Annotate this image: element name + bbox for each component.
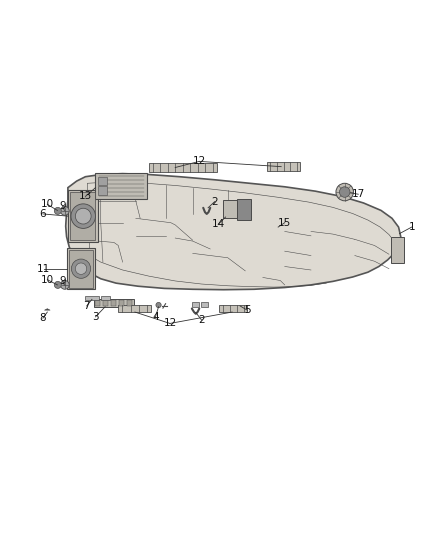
FancyBboxPatch shape	[95, 300, 100, 306]
FancyBboxPatch shape	[70, 192, 95, 240]
Text: 6: 6	[39, 209, 46, 219]
Circle shape	[75, 263, 87, 274]
FancyBboxPatch shape	[68, 190, 98, 243]
Text: 8: 8	[39, 313, 46, 323]
FancyBboxPatch shape	[118, 304, 151, 312]
Text: 9: 9	[59, 201, 66, 211]
Text: 11: 11	[37, 264, 50, 273]
Circle shape	[60, 206, 69, 215]
Circle shape	[71, 204, 95, 229]
FancyBboxPatch shape	[95, 173, 147, 199]
Circle shape	[54, 281, 61, 288]
Text: 12: 12	[163, 318, 177, 328]
Text: 1: 1	[408, 222, 415, 232]
FancyBboxPatch shape	[94, 299, 134, 307]
Circle shape	[339, 187, 350, 197]
FancyBboxPatch shape	[192, 302, 199, 307]
FancyBboxPatch shape	[103, 300, 108, 306]
FancyBboxPatch shape	[223, 200, 237, 219]
FancyBboxPatch shape	[69, 250, 93, 287]
FancyBboxPatch shape	[267, 162, 300, 171]
Text: 4: 4	[152, 312, 159, 322]
FancyBboxPatch shape	[85, 296, 99, 300]
Text: 2: 2	[211, 197, 218, 207]
Circle shape	[336, 183, 353, 201]
Text: 2: 2	[198, 315, 205, 325]
Text: 3: 3	[92, 312, 99, 322]
FancyBboxPatch shape	[127, 300, 132, 306]
FancyBboxPatch shape	[98, 187, 107, 195]
Circle shape	[54, 207, 61, 214]
Text: 5: 5	[244, 305, 251, 316]
Text: 12: 12	[193, 156, 206, 166]
FancyBboxPatch shape	[111, 300, 116, 306]
Circle shape	[71, 259, 91, 278]
Circle shape	[60, 280, 69, 289]
Circle shape	[156, 302, 161, 308]
Text: 14: 14	[212, 220, 225, 229]
FancyBboxPatch shape	[101, 296, 110, 300]
FancyBboxPatch shape	[391, 237, 404, 263]
Text: 13: 13	[79, 191, 92, 201]
Text: 10: 10	[41, 274, 54, 285]
Text: 17: 17	[352, 189, 365, 199]
Text: 9: 9	[59, 276, 66, 286]
FancyBboxPatch shape	[219, 304, 247, 312]
Circle shape	[75, 208, 91, 224]
FancyBboxPatch shape	[201, 302, 208, 307]
FancyBboxPatch shape	[119, 300, 124, 306]
Polygon shape	[66, 174, 401, 290]
FancyBboxPatch shape	[237, 199, 251, 220]
Text: 7: 7	[83, 301, 90, 311]
FancyBboxPatch shape	[67, 248, 95, 289]
FancyBboxPatch shape	[98, 177, 107, 185]
Text: 15: 15	[278, 217, 291, 228]
FancyBboxPatch shape	[149, 163, 217, 172]
Text: 10: 10	[41, 199, 54, 209]
